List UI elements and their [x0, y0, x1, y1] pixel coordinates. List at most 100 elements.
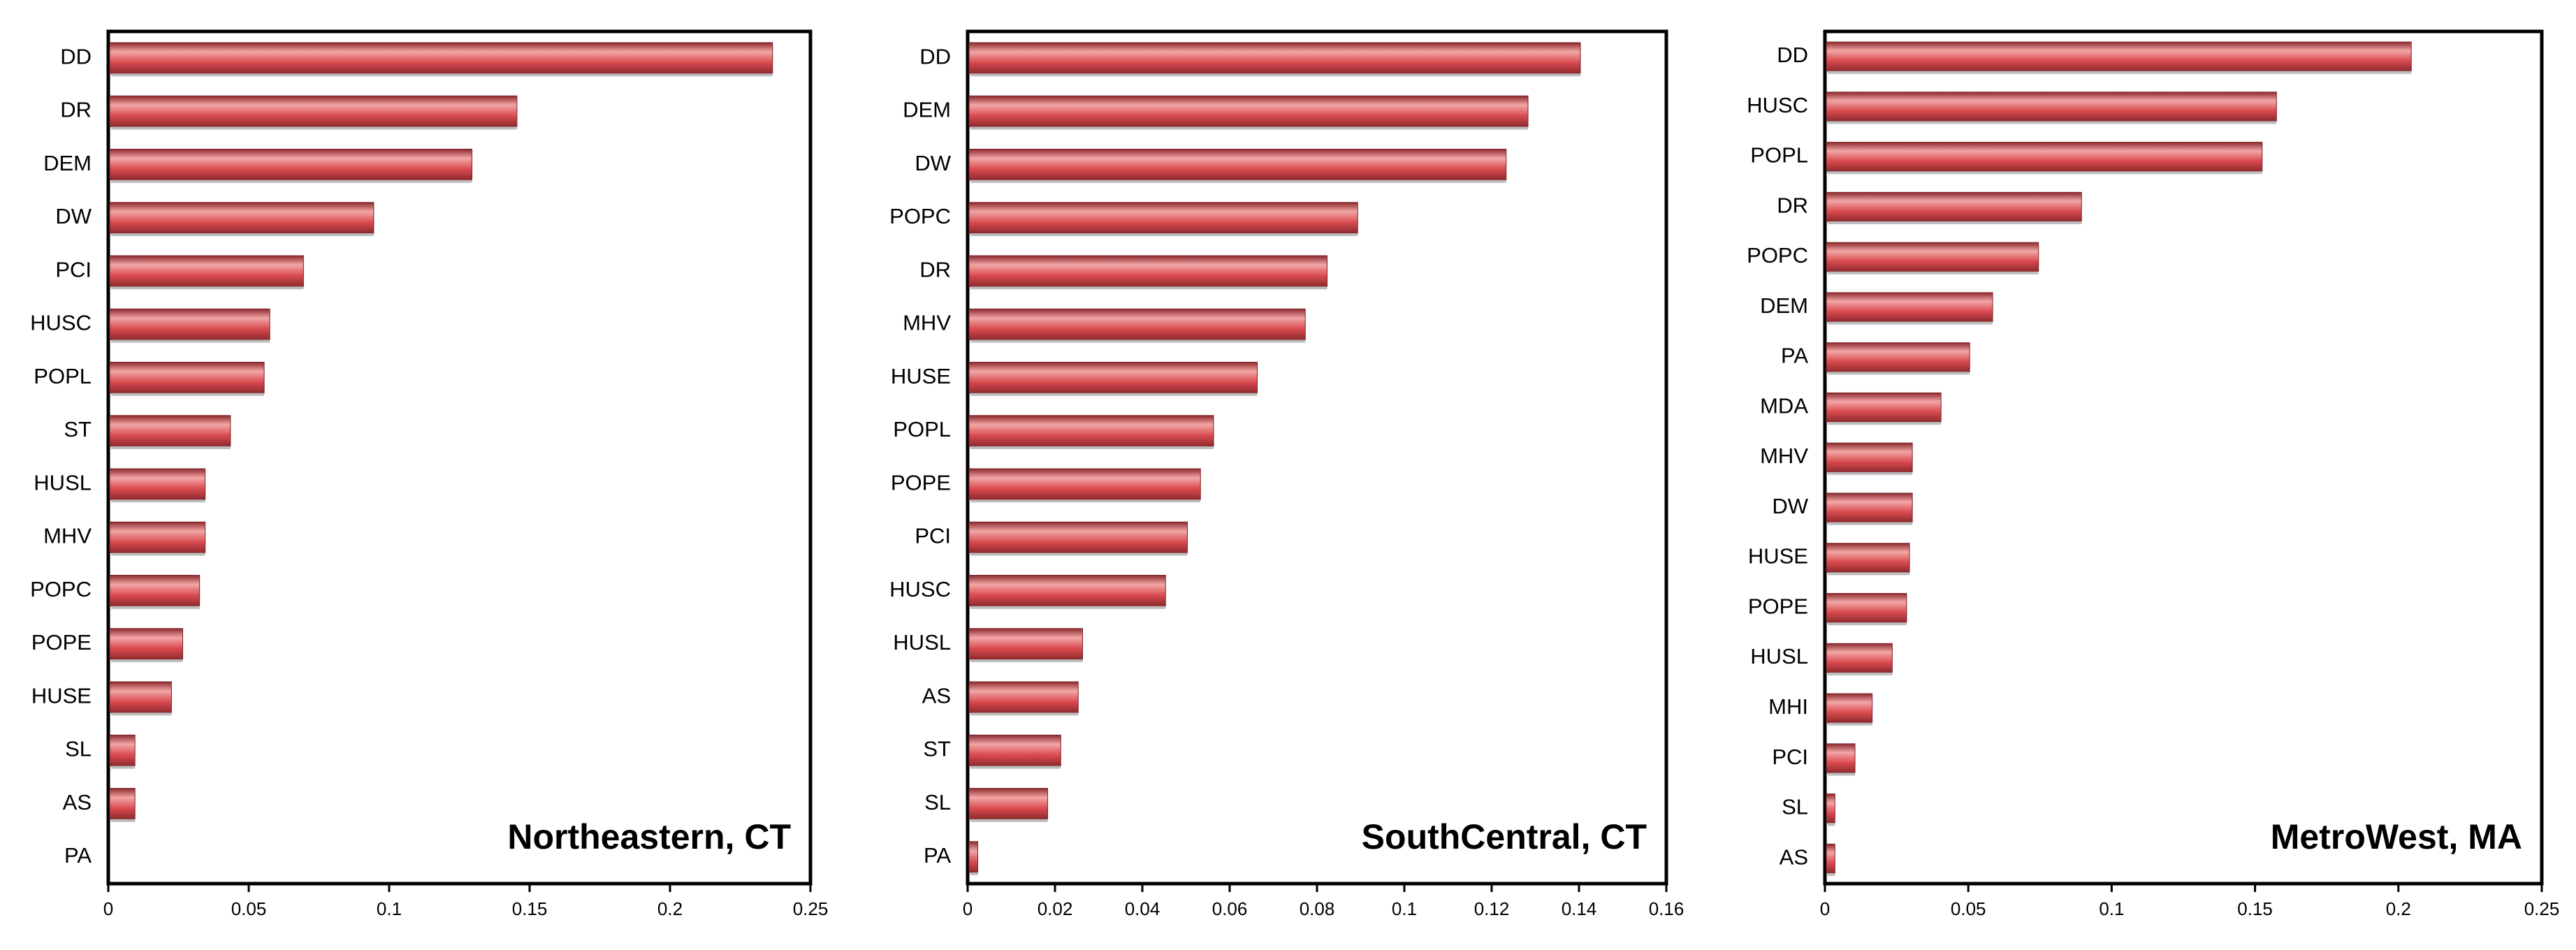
- bar-shadow-pope: [111, 659, 183, 662]
- bar-shadow-sl: [111, 766, 136, 769]
- x-tick-label: 0.06: [1212, 898, 1248, 919]
- bar-dw: [109, 202, 374, 234]
- bar-pope: [1826, 592, 1907, 623]
- bar-shadow-pa: [1828, 372, 1970, 375]
- bar-dd: [109, 42, 773, 74]
- bar-dem: [968, 95, 1529, 127]
- bar-shadow-sl: [1828, 823, 1835, 826]
- bar-shadow-dr: [111, 126, 517, 130]
- bar-pope: [968, 468, 1201, 500]
- bar-shadow-huse: [970, 393, 1258, 396]
- bar-pci: [109, 255, 304, 287]
- x-tick-label: 0.12: [1474, 898, 1510, 919]
- bar-shadow-husl: [111, 499, 205, 503]
- category-label-sl: SL: [65, 737, 92, 761]
- x-tick-label: 0.15: [2237, 898, 2273, 919]
- bar-popc: [109, 575, 201, 607]
- bar-shadow-popl: [1828, 171, 2262, 175]
- bar-pope: [109, 628, 184, 660]
- bar-shadow-dw: [1828, 522, 1913, 525]
- category-label-as: AS: [922, 683, 951, 708]
- bar-dem: [1826, 292, 1993, 323]
- bar-shadow-mhv: [111, 553, 205, 556]
- bar-mhi: [1826, 693, 1873, 724]
- bar-shadow-pci: [1828, 773, 1856, 776]
- category-label-dw: DW: [915, 151, 951, 175]
- x-tick-label: 0.1: [377, 898, 402, 919]
- chart-northeastern-ct: DD DR DEM DW PCI HUSC POPL ST HUSL MHV POPC POPE HUS…: [30, 29, 829, 919]
- bar-husl: [109, 468, 206, 500]
- category-label-dem: DEM: [903, 98, 951, 122]
- bar-dr: [109, 95, 518, 127]
- bar-shadow-dw: [970, 180, 1506, 183]
- bar-mhv: [1826, 442, 1913, 473]
- bar-popl: [109, 362, 265, 394]
- bar-huse: [1826, 543, 1910, 573]
- category-label-dd: DD: [60, 44, 92, 68]
- category-label-pope: POPE: [1748, 594, 1808, 618]
- bar-shadow-dr: [1828, 221, 2082, 224]
- bar-shadow-dem: [1828, 321, 1993, 325]
- bar-shadow-dd: [111, 73, 773, 77]
- category-label-dr: DR: [60, 98, 92, 122]
- category-label-husl: HUSL: [893, 630, 951, 655]
- category-label-mhv: MHV: [1760, 444, 1808, 468]
- category-label-husl: HUSL: [34, 470, 92, 495]
- category-label-popc: POPC: [1747, 243, 1808, 268]
- category-label-as: AS: [63, 790, 92, 814]
- bar-shadow-pope: [970, 499, 1201, 503]
- bar-husc: [109, 308, 270, 340]
- x-tick-label: 0.16: [1649, 898, 1684, 919]
- bar-shadow-mda: [1828, 422, 1942, 425]
- category-label-dem: DEM: [43, 151, 92, 175]
- bar-mhv: [968, 308, 1306, 340]
- category-label-huse: HUSE: [1748, 544, 1808, 569]
- chart-title: MetroWest, MA: [2271, 817, 2522, 856]
- bar-shadow-husc: [1828, 121, 2277, 124]
- bar-husl: [1826, 643, 1893, 673]
- x-tick-label: 0.25: [793, 898, 829, 919]
- bar-shadow-husc: [111, 339, 270, 343]
- bar-shadow-husl: [1828, 672, 1893, 675]
- bar-husc: [1826, 92, 2277, 122]
- category-label-popl: POPL: [34, 364, 92, 388]
- bar-popc: [968, 202, 1358, 234]
- bar-popc: [1826, 242, 2039, 272]
- bar-dw: [968, 149, 1507, 181]
- bar-shadow-huse: [1828, 572, 1910, 576]
- bar-shadow-mhv: [970, 339, 1306, 343]
- bar-dd: [1826, 41, 2412, 72]
- bar-st: [968, 734, 1061, 766]
- category-label-sl: SL: [1782, 795, 1808, 819]
- category-label-dr: DR: [1777, 193, 1808, 217]
- category-label-huse: HUSE: [31, 683, 92, 708]
- bar-dr: [968, 255, 1327, 287]
- bar-mda: [1826, 392, 1942, 423]
- category-label-mda: MDA: [1760, 393, 1808, 418]
- bar-shadow-dd: [1828, 71, 2412, 74]
- bar-huse: [968, 362, 1258, 394]
- bar-sl: [1826, 794, 1835, 824]
- x-tick-label: 0.15: [512, 898, 548, 919]
- bar-pci: [968, 521, 1188, 553]
- bar-as: [109, 788, 136, 820]
- bar-mhv: [109, 521, 206, 553]
- x-tick-label: 0.2: [2386, 898, 2411, 919]
- x-tick-label: 0.05: [231, 898, 267, 919]
- bar-husl: [968, 628, 1083, 660]
- category-label-as: AS: [1780, 845, 1808, 869]
- x-tick-label: 0.08: [1300, 898, 1335, 919]
- category-label-mhi: MHI: [1768, 694, 1808, 719]
- category-label-pci: PCI: [55, 257, 92, 282]
- bar-shadow-sl: [970, 819, 1048, 822]
- bar-husc: [968, 575, 1166, 607]
- bar-shadow-st: [111, 446, 231, 449]
- bar-sl: [109, 734, 136, 766]
- x-tick-label: 0: [963, 898, 973, 919]
- bar-shadow-as: [111, 819, 136, 822]
- chart-metrowest-ma: DD HUSC POPL DR POPC DEM PA MDA MHV DW HUSE POPE HUS…: [1747, 29, 2559, 919]
- bar-dd: [968, 42, 1581, 74]
- category-label-pope: POPE: [31, 630, 92, 655]
- bar-popl: [1826, 142, 2263, 172]
